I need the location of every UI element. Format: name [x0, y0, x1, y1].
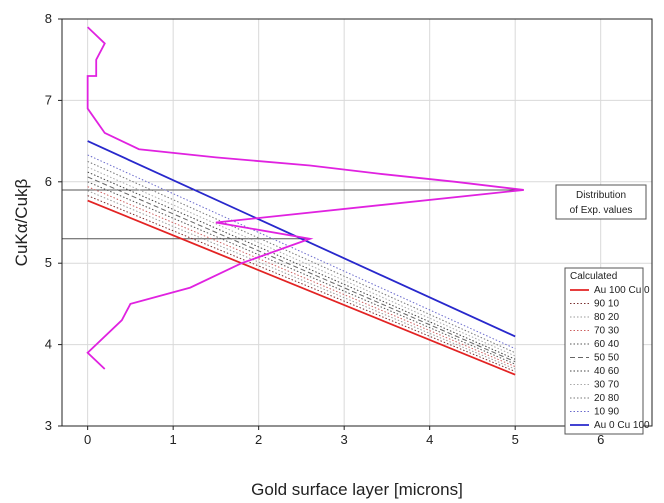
series-line-5 [87, 181, 516, 365]
legend-label: 10 90 [594, 407, 619, 418]
x-tick-label: 6 [597, 432, 604, 447]
legend-label: 40 60 [594, 366, 619, 377]
grid-lines [62, 18, 652, 427]
x-tick-label: 2 [255, 432, 262, 447]
series-line-6 [87, 176, 516, 363]
legend-label: 50 50 [594, 353, 619, 364]
legend-label: 70 30 [594, 326, 619, 337]
legend-label: 90 10 [594, 299, 619, 310]
legend: Calculated Au 100 Cu 0 90 10 80 20 70 30 60 … [564, 267, 650, 435]
series-line-8 [87, 166, 516, 357]
series-line-4 [87, 186, 516, 368]
legend-label: Au 100 Cu 0 [594, 285, 650, 296]
y-tick-label: 5 [45, 255, 52, 270]
legend-label: 60 40 [594, 339, 619, 350]
annotation-line-1: Distribution [576, 190, 626, 201]
legend-label: 30 70 [594, 380, 619, 391]
legend-title: Calculated [570, 271, 617, 282]
x-tick-label: 5 [512, 432, 519, 447]
series-line-3 [87, 190, 516, 370]
series-line-2 [87, 195, 516, 372]
series-lines [87, 140, 516, 376]
legend-label: 80 20 [594, 312, 619, 323]
y-tick-label: 4 [45, 337, 52, 352]
distribution-curve [86, 26, 524, 370]
y-tick-label: 6 [45, 174, 52, 189]
distribution-line [86, 26, 524, 370]
y-tick-label: 8 [45, 11, 52, 26]
distribution-annotation: Distribution of Exp. values [555, 184, 647, 220]
legend-box [564, 267, 644, 435]
series-line-10 [87, 154, 516, 350]
legend-items: Au 100 Cu 0 90 10 80 20 70 30 60 40 50 50 40 6… [570, 285, 650, 431]
axis-ticks: 0 1 2 3 4 5 6 3 4 5 6 7 8 [45, 11, 605, 447]
series-line-7 [87, 171, 516, 360]
plot-frame [61, 18, 653, 427]
legend-label: 20 80 [594, 393, 619, 404]
annotation-box [555, 184, 647, 220]
legend-label: Au 0 Cu 100 [594, 420, 650, 431]
y-tick-label: 7 [45, 92, 52, 107]
series-line-1 [87, 199, 516, 376]
series-line-9 [87, 160, 516, 354]
y-axis-title: CuKα/Cukβ [12, 178, 31, 266]
y-tick-label: 3 [45, 418, 52, 433]
series-line-11 [87, 140, 516, 338]
x-tick-label: 0 [84, 432, 91, 447]
x-axis-title: Gold surface layer [microns] [251, 480, 463, 499]
annotation-line-2: of Exp. values [570, 205, 633, 216]
x-tick-label: 4 [426, 432, 433, 447]
x-tick-label: 3 [341, 432, 348, 447]
x-tick-label: 1 [170, 432, 177, 447]
